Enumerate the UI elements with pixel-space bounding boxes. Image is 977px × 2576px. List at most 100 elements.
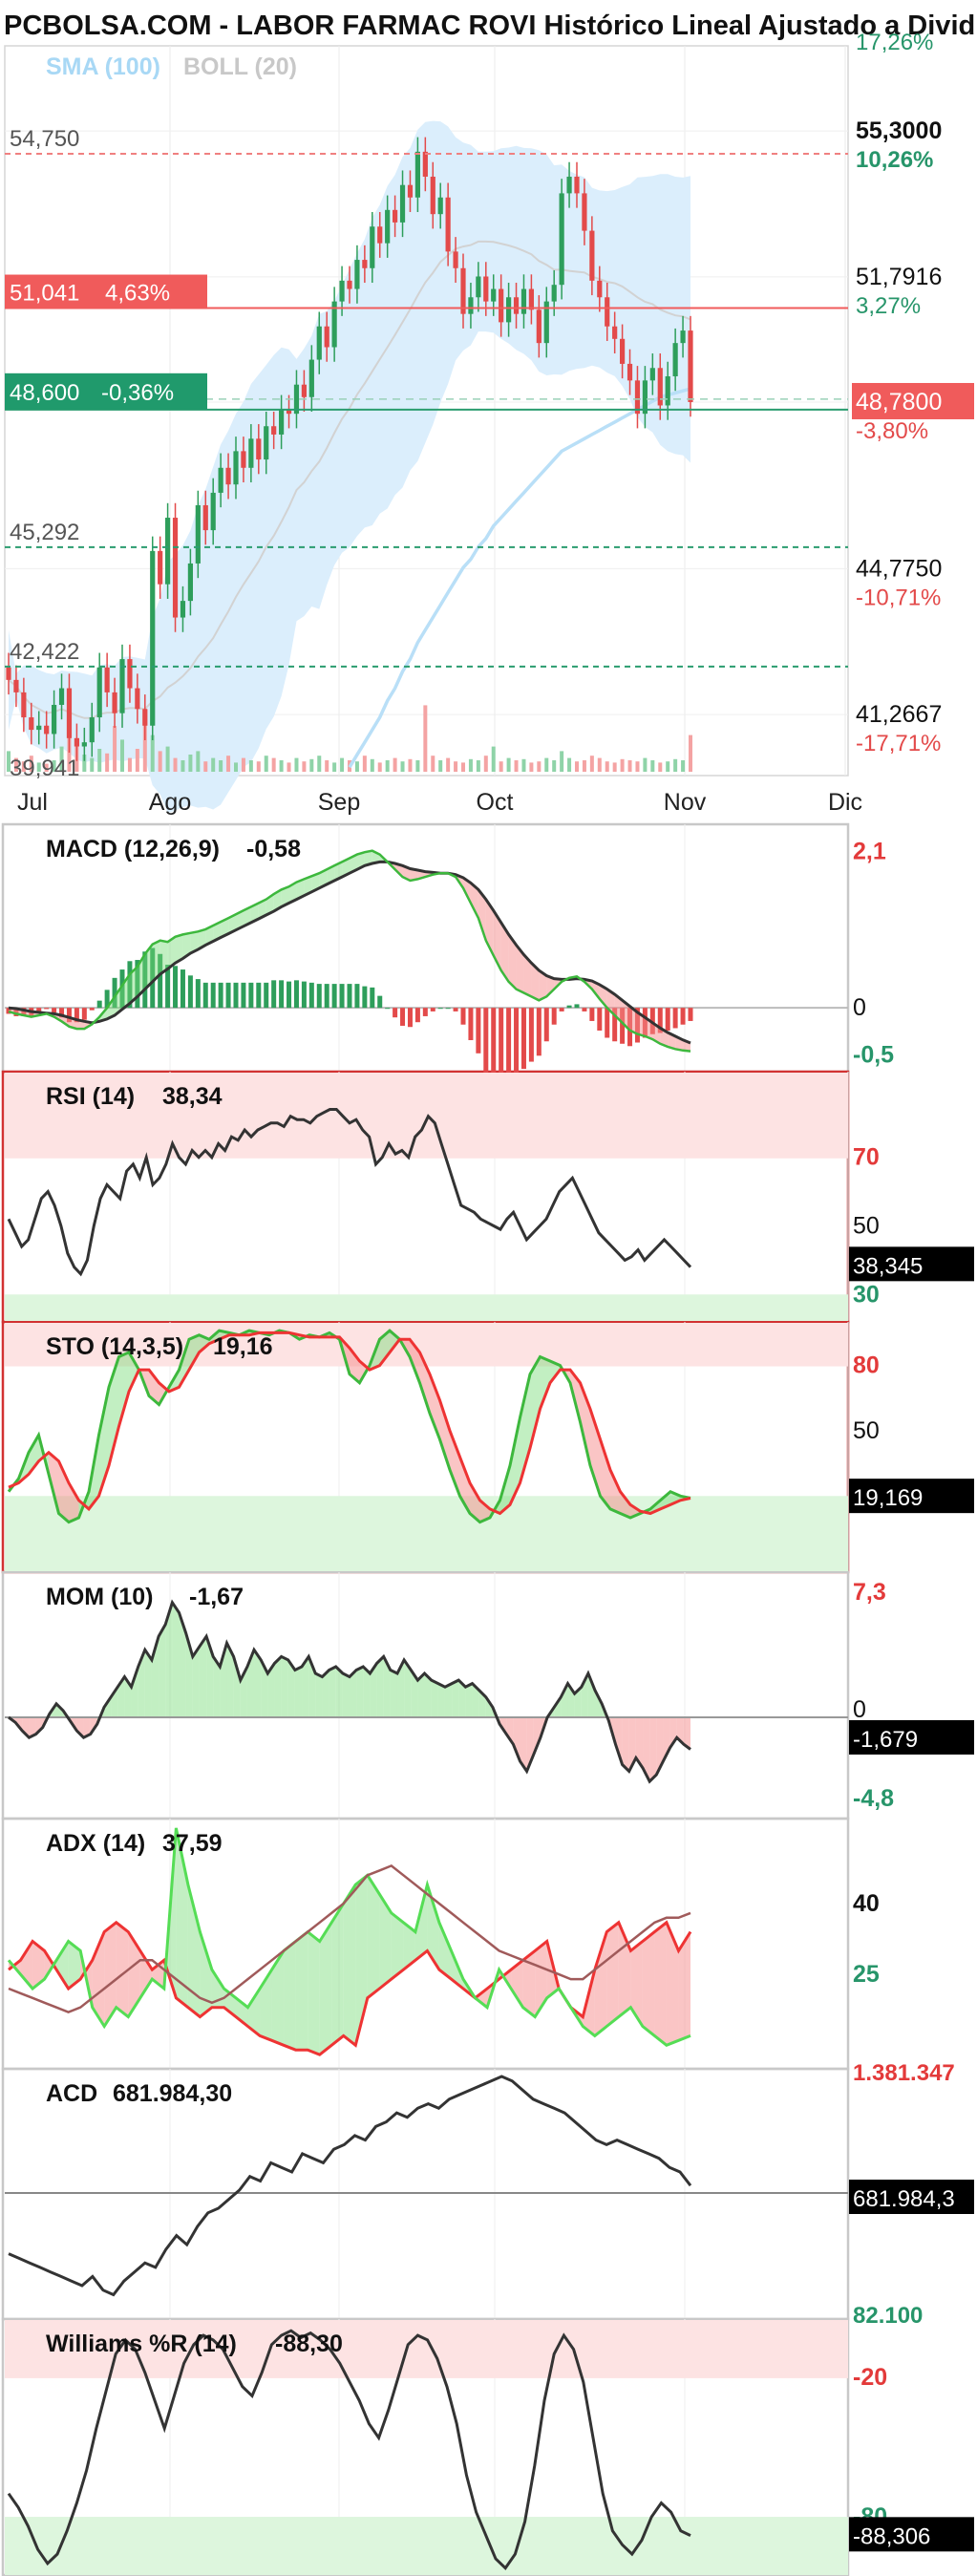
candle [672,343,678,376]
volume-bar [325,760,329,772]
candle [150,550,156,726]
macd-fill [516,945,524,993]
macd-histogram-bar [483,1008,489,1075]
macd-histogram-bar [66,1008,72,1023]
macd-fill [273,889,282,912]
candle [574,176,580,194]
macd-fill [531,963,540,1001]
macd-histogram-bar [354,984,360,1009]
legend-sma: SMA (100) [46,53,160,80]
williams-oversold-zone [5,2517,848,2575]
mom-fill [294,1666,303,1717]
volume-bar [415,760,420,772]
macd-histogram-bar [347,984,352,1009]
level-label-48600: 48,600 [10,380,79,406]
candle [528,288,534,310]
volume-bar [499,761,503,772]
level-box-51041 [5,274,207,309]
acd-badge-box [849,2180,974,2214]
volume-bar [643,757,648,772]
macd-histogram-bar [135,960,140,1009]
level-label-42422: 42,422 [10,639,79,665]
volume-bar [446,757,451,772]
level-label-39941: 39,941 [10,756,79,781]
volume-bar [454,761,458,772]
volume-bar [302,761,307,772]
volume-bar [150,734,155,772]
volume-bar [82,755,87,772]
macd-fill [478,889,486,941]
indicator-name: ACD [46,2080,97,2107]
sto-badge: 19,169 [853,1485,923,1511]
indicator-value: -0,58 [246,836,301,862]
indicator-name: MACD (12,26,9) [46,836,220,862]
sto-k-line [7,1329,691,1524]
macd-histogram-bar [559,1008,564,1011]
mom-fill [315,1673,323,1717]
macd-histogram-bar [414,1008,420,1023]
volume-bar [575,761,579,772]
candle [241,451,246,468]
candle [605,297,610,327]
candle [135,688,140,710]
candle [414,151,420,198]
volume-bar [483,756,488,772]
macd-fill [167,936,176,969]
macd-fill [250,903,259,923]
macd-histogram-bar [566,1005,572,1009]
macd-histogram-bar [293,980,299,1009]
mom-fill [179,1612,186,1717]
macd-histogram-bar [528,1008,534,1062]
adx-fill [260,1969,272,2041]
acd-tick: 1.381.347 [853,2060,955,2086]
volume-bar [666,761,670,772]
macd-fill [493,910,501,970]
x-axis-month-label: Nov [664,789,707,816]
adx-fill [475,1988,488,2008]
volume-bar [377,762,382,772]
x-axis-month-label: Oct [477,789,514,816]
volume-bar [264,756,268,772]
candle [81,742,87,747]
volume-bar [113,726,117,772]
volume-bar [294,757,299,772]
adx-fill [379,1894,392,1989]
mom-fill [533,1716,541,1755]
top-partial-label: 17,26% [856,30,933,55]
volume-bar [627,760,632,772]
candle [316,326,322,360]
volume-bar [635,761,640,772]
price-axis-value: 55,3000 [856,117,942,144]
price-axis-value: 44,7750 [856,555,942,582]
volume-bar [44,763,49,772]
volume-bar [521,758,526,772]
macd-histogram-bar [377,995,383,1009]
candle [180,601,186,618]
adx-fill [128,1931,140,2017]
rsi-badge-box [849,1246,974,1282]
macd-histogram-bar [180,969,185,1009]
candle [187,563,193,602]
candle [165,518,171,585]
volume-bar [211,757,216,772]
macd-fill [629,1006,638,1034]
level-label-54750: 54,750 [10,126,79,152]
candle [657,368,663,406]
indicator-name: ADX (14) [46,1830,145,1857]
sto-fill [350,1348,360,1383]
candle [96,667,102,718]
mom-fill [83,1716,91,1738]
price-axis-pct: -3,80% [856,418,928,444]
candle [301,384,307,397]
mom-fill [35,1716,43,1735]
mom-fill [159,1624,166,1717]
candle [324,326,329,348]
mom-fill [683,1716,690,1750]
mom-fill [261,1659,268,1717]
adx-fill [139,1950,153,1998]
macd-fill [319,869,328,888]
volume-bar [135,749,139,772]
candle [506,297,512,323]
volume-bar [13,757,18,772]
indicator-name: STO (14,3,5) [46,1333,183,1360]
